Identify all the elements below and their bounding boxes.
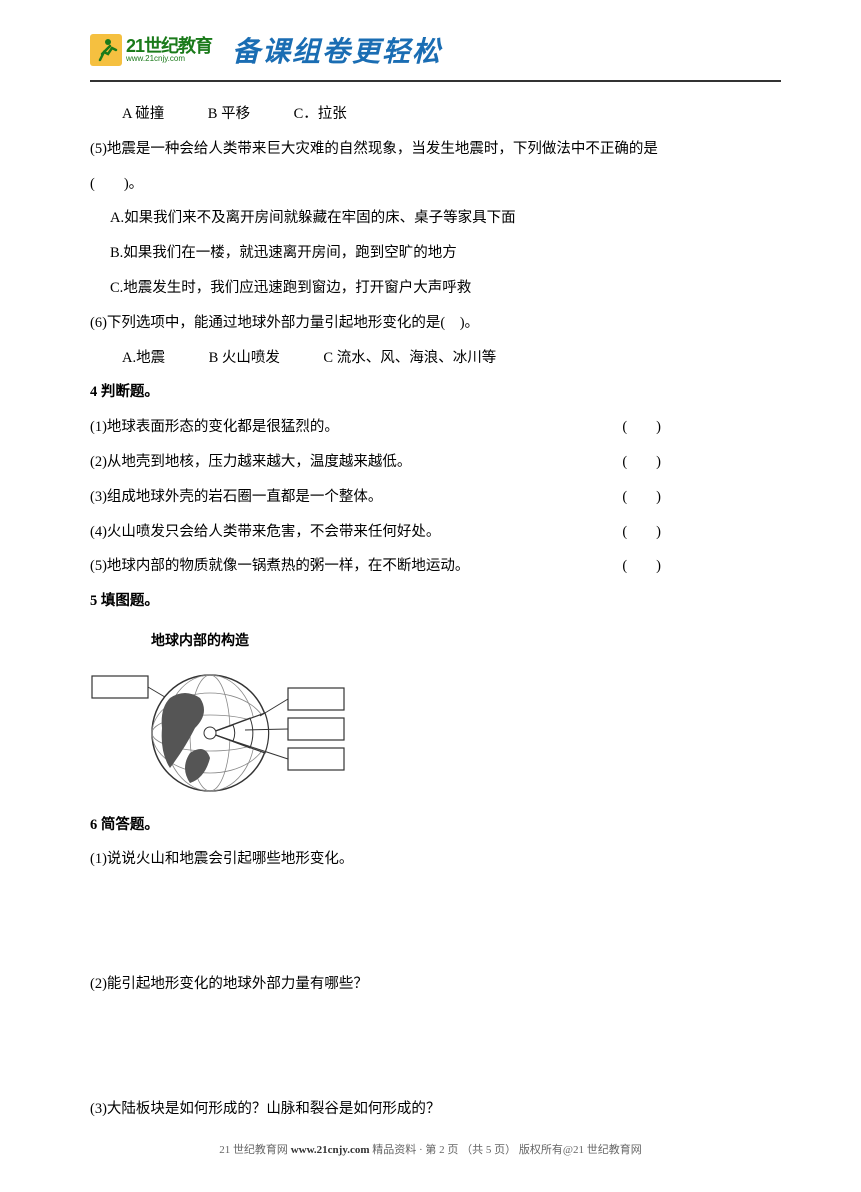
logo-main-text: 21世纪教育 — [126, 37, 212, 55]
tf-item-2: (2)从地壳到地核，压力越来越大，温度越来越低。( ) — [90, 445, 781, 480]
q6-stem: (6)下列选项中，能通过地球外部力量引起地形变化的是( )。 — [90, 306, 781, 341]
q6-opt-b: B 火山喷发 — [209, 350, 280, 366]
footer-part2: 精品资料 · 第 2 页 （共 5 页） 版权所有@21 世纪教育网 — [370, 1144, 642, 1156]
section4-title: 4 判断题。 — [90, 375, 781, 410]
content-body: A 碰撞 B 平移 C．拉张 (5)地震是一种会给人类带来巨大灾难的自然现象，当… — [90, 97, 781, 1127]
logo-text: 21世纪教育 www.21cnjy.com — [126, 37, 212, 63]
section6-title: 6 简答题。 — [90, 808, 781, 843]
q5-opt-c: C.地震发生时，我们应迅速跑到窗边，打开窗户大声呼救 — [90, 271, 781, 306]
q5-opt-a: A.如果我们来不及离开房间就躲藏在牢固的床、桌子等家具下面 — [90, 201, 781, 236]
q3-opt-a: A 碰撞 — [122, 106, 164, 122]
section6-q2: (2)能引起地形变化的地球外部力量有哪些？ — [90, 967, 781, 1002]
q5-opt-b: B.如果我们在一楼，就迅速离开房间，跑到空旷的地方 — [90, 236, 781, 271]
footer-url: www.21cnjy.com — [291, 1144, 370, 1156]
earth-structure-diagram — [90, 658, 350, 798]
section5-title: 5 填图题。 — [90, 584, 781, 619]
diagram-title: 地球内部的构造 — [110, 624, 290, 658]
tf-item-5: (5)地球内部的物质就像一锅煮热的粥一样，在不断地运动。( ) — [90, 549, 781, 584]
answer-space-2 — [90, 1002, 781, 1092]
tf-item-1: (1)地球表面形态的变化都是很猛烈的。( ) — [90, 410, 781, 445]
header-rule — [90, 80, 781, 82]
q3-opt-b: B 平移 — [208, 106, 250, 122]
logo-block: 21世纪教育 www.21cnjy.com — [90, 34, 212, 66]
q3-options: A 碰撞 B 平移 C．拉张 — [90, 97, 781, 132]
section6-q3: (3)大陆板块是如何形成的？山脉和裂谷是如何形成的？ — [90, 1092, 781, 1127]
tf-item-3: (3)组成地球外壳的岩石圈一直都是一个整体。( ) — [90, 480, 781, 515]
q5-paren: ( )。 — [90, 167, 781, 202]
q3-opt-c: C．拉张 — [294, 106, 347, 122]
page-footer: 21 世纪教育网 www.21cnjy.com 精品资料 · 第 2 页 （共 … — [0, 1141, 861, 1157]
q6-opt-a: A.地震 — [122, 350, 165, 366]
q6-options: A.地震 B 火山喷发 C 流水、风、海浪、冰川等 — [90, 341, 781, 376]
q5-stem: (5)地震是一种会给人类带来巨大灾难的自然现象，当发生地震时，下列做法中不正确的… — [90, 132, 781, 167]
logo-runner-icon — [90, 34, 122, 66]
footer-part1: 21 世纪教育网 — [219, 1144, 291, 1156]
section6-q1: (1)说说火山和地震会引起哪些地形变化。 — [90, 842, 781, 877]
tf-item-4: (4)火山喷发只会给人类带来危害，不会带来任何好处。( ) — [90, 515, 781, 550]
answer-space-1 — [90, 877, 781, 967]
q6-opt-c: C 流水、风、海浪、冰川等 — [323, 350, 496, 366]
earth-diagram-block: 地球内部的构造 — [90, 624, 781, 798]
logo-sub-url: www.21cnjy.com — [126, 55, 212, 63]
page-container: 21世纪教育 www.21cnjy.com 备课组卷更轻松 A 碰撞 B 平移 … — [0, 0, 861, 1192]
banner-slogan: 备课组卷更轻松 — [232, 30, 442, 70]
header-banner: 21世纪教育 www.21cnjy.com 备课组卷更轻松 — [90, 30, 781, 70]
